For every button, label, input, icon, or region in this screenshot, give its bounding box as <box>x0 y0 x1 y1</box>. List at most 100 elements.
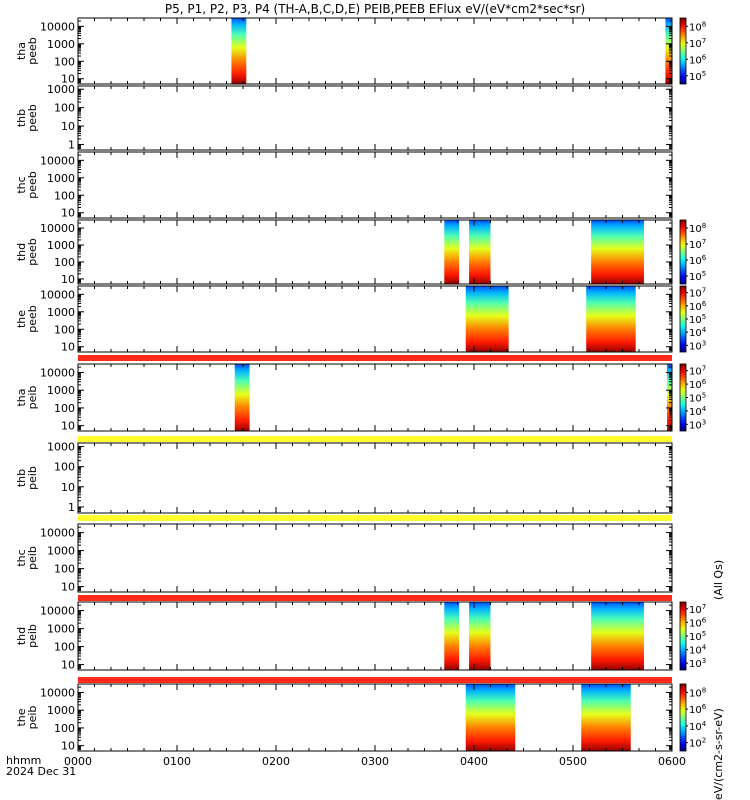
colorbar-tick-label: 103 <box>689 418 706 431</box>
burst-block <box>465 286 509 352</box>
y-tick-label: 100 <box>54 402 75 415</box>
colorbar-tick-label: 107 <box>689 37 706 50</box>
colorbar-tick-label: 106 <box>689 300 707 313</box>
colorbar-tick-label: 104 <box>689 405 707 418</box>
burst-block <box>586 286 636 352</box>
colorbar-tick-label: 106 <box>689 378 707 391</box>
panel-probe-label: thc <box>15 549 28 566</box>
panel-frame <box>77 523 673 593</box>
y-tick-label: 10000 <box>40 222 75 235</box>
y-tick-label: 1000 <box>47 38 75 51</box>
side-units-label: eV/(cm2-s-sr-eV) <box>712 708 725 800</box>
y-tick-label: 10000 <box>40 154 75 167</box>
y-tick-label: 1000 <box>47 704 75 717</box>
panel-instrument-label: peib <box>26 624 39 648</box>
status-bar-red <box>78 677 672 683</box>
colorbar-tick-label: 108 <box>689 222 706 235</box>
burst-block <box>465 684 516 751</box>
y-tick-label: 1000 <box>47 545 75 558</box>
colorbar-tick-label: 102 <box>689 737 706 750</box>
colorbar <box>679 363 687 432</box>
y-tick-label: 10 <box>61 420 75 433</box>
panel-frame <box>77 85 673 151</box>
burst-block <box>444 602 460 670</box>
y-tick-label: 1000 <box>47 441 75 454</box>
x-axis: hhmm 2024 Dec 31 0000 0100 0200 0300 0400 050… <box>6 754 686 778</box>
colorbar-tick-label: 105 <box>689 270 706 283</box>
colorbar-tick-label: 104 <box>689 326 707 339</box>
y-tick-label: 10000 <box>40 527 75 540</box>
panel-instrument-label: peib <box>26 466 39 490</box>
y-tick-label: 1000 <box>47 623 75 636</box>
burst-block <box>665 18 672 84</box>
x-tick-label: 0500 <box>559 755 587 768</box>
burst-block <box>234 364 250 431</box>
panel-frame <box>77 363 673 432</box>
colorbar-tick-label: 107 <box>689 238 706 251</box>
burst-block <box>231 18 247 84</box>
panel-instrument-label: peeb <box>26 238 39 266</box>
y-tick-label: 100 <box>54 256 75 269</box>
panel-instrument-label: peeb <box>26 37 39 65</box>
y-tick-label: 100 <box>54 55 75 68</box>
burst-block <box>581 684 631 751</box>
panel-frame <box>77 601 673 671</box>
y-tick-label: 10 <box>61 659 75 672</box>
y-tick-label: 10 <box>61 581 75 594</box>
y-tick-label: 10000 <box>40 20 75 33</box>
colorbar-tick-label: 105 <box>689 630 706 643</box>
panels-group: 10100100010000thapeeb1051061071081101001… <box>15 17 707 753</box>
burst-block <box>591 220 644 284</box>
colorbar-tick-label: 104 <box>689 644 707 657</box>
panel-probe-label: the <box>15 310 28 328</box>
colorbar-tick-label: 108 <box>689 20 706 33</box>
status-bar-red <box>78 355 672 361</box>
burst-block <box>591 602 644 670</box>
panel-instrument-label: peeb <box>26 104 39 132</box>
colorbar-tick-label: 106 <box>689 703 707 716</box>
colorbar-tick-label: 106 <box>689 254 707 267</box>
panel-probe-label: thc <box>15 176 28 193</box>
side-allqs-label: (All Qs) <box>712 560 725 600</box>
panel-frame <box>77 442 673 514</box>
figure-title: P5, P1, P2, P3, P4 (TH-A,B,C,D,E) PEIB,P… <box>165 2 585 16</box>
y-tick-label: 100 <box>54 722 75 735</box>
colorbar-tick-label: 106 <box>689 53 707 66</box>
status-bar-yellow <box>78 436 672 442</box>
panel-instrument-label: peib <box>26 546 39 570</box>
colorbar <box>679 285 687 353</box>
panel-frame <box>77 17 673 85</box>
colorbar <box>679 219 687 285</box>
burst-block <box>444 220 460 284</box>
panel-probe-label: tha <box>15 388 28 406</box>
x-tick-label: 0400 <box>460 755 488 768</box>
colorbar-tick-label: 107 <box>689 365 706 378</box>
colorbar-tick-label: 106 <box>689 616 707 629</box>
panel-probe-label: thd <box>15 243 28 261</box>
panel-frame <box>77 151 673 219</box>
colorbar-tick-label: 105 <box>689 392 706 405</box>
y-tick-label: 10000 <box>40 288 75 301</box>
colorbar-tick-label: 103 <box>689 657 706 670</box>
y-tick-label: 100 <box>54 189 75 202</box>
y-tick-label: 100 <box>54 641 75 654</box>
burst-block <box>469 220 491 284</box>
burst-block <box>469 602 491 670</box>
y-tick-label: 1000 <box>47 306 75 319</box>
panel-probe-label: thd <box>15 627 28 645</box>
x-tick-label: 0100 <box>163 755 191 768</box>
panel-probe-label: thb <box>15 469 28 487</box>
colorbar-tick-label: 107 <box>689 603 706 616</box>
x-tick-label: 0200 <box>262 755 290 768</box>
panel-frame <box>77 219 673 285</box>
y-tick-label: 10 <box>61 740 75 753</box>
panel-frame <box>77 285 673 353</box>
colorbar-tick-label: 104 <box>689 720 707 733</box>
y-tick-label: 10 <box>61 481 75 494</box>
